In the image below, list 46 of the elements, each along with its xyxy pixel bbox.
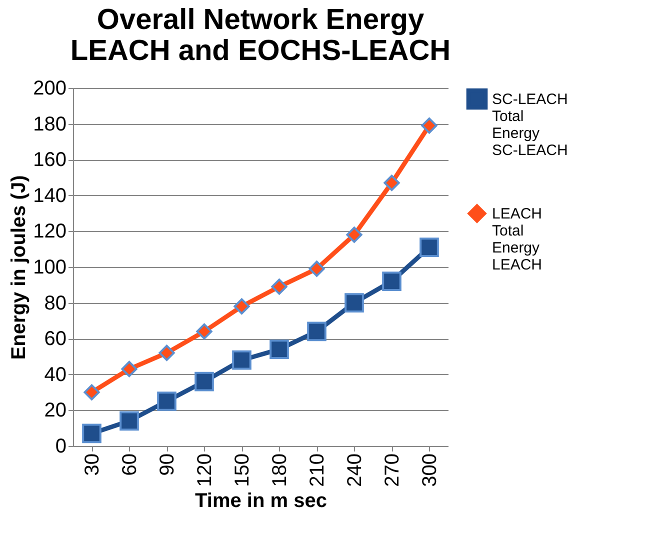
chart-title: Overall Network Energy LEACH and EOCHS-LEACH (70, 4, 451, 67)
point (420, 238, 439, 257)
y-tick-label: 60 (44, 328, 66, 350)
point (382, 272, 402, 291)
x-tick-label: 60 (118, 454, 141, 476)
point (82, 424, 102, 444)
x-tick-label: 240 (344, 454, 366, 487)
x-tick-label: 180 (268, 454, 291, 487)
y-tick-label: 40 (44, 364, 66, 386)
y-tick-label: 140 (33, 184, 66, 207)
point (307, 322, 326, 342)
y-tick-label: 180 (33, 113, 66, 136)
point (308, 260, 325, 277)
point (346, 226, 362, 243)
point (157, 392, 176, 411)
point (196, 323, 212, 340)
x-tick-label: 270 (381, 454, 404, 487)
y-axis-title: Energy in joules (J) (8, 175, 30, 360)
x-tick-label: 90 (156, 454, 178, 476)
legend-label: SC-LEACH Total Energy SC-LEACH (492, 91, 568, 159)
y-tick-label: 200 (33, 78, 66, 100)
y-tick-label: 160 (33, 149, 66, 172)
point (121, 360, 138, 378)
y-tick-label: 120 (33, 220, 66, 243)
point (194, 372, 214, 392)
legend-label: LEACH Total Energy LEACH (492, 206, 542, 274)
x-tick-label: 150 (231, 454, 254, 487)
y-tick-label: 0 (55, 436, 66, 458)
point (271, 278, 288, 295)
x-tick-label: 210 (306, 454, 328, 487)
y-tick-label: 80 (44, 292, 66, 314)
point (384, 174, 400, 191)
point (232, 350, 252, 370)
point (120, 411, 139, 431)
x-tick-label: 120 (194, 454, 216, 487)
x-axis-title: Time in m sec (195, 490, 327, 512)
point (421, 118, 438, 134)
point (270, 340, 289, 359)
point (84, 384, 100, 400)
point (234, 298, 250, 314)
y-tick-label: 100 (33, 256, 66, 278)
x-tick-label: 300 (418, 454, 441, 487)
y-tick-label: 20 (44, 400, 66, 422)
x-tick-label: 30 (81, 454, 104, 476)
point (344, 293, 364, 312)
point (158, 344, 175, 361)
